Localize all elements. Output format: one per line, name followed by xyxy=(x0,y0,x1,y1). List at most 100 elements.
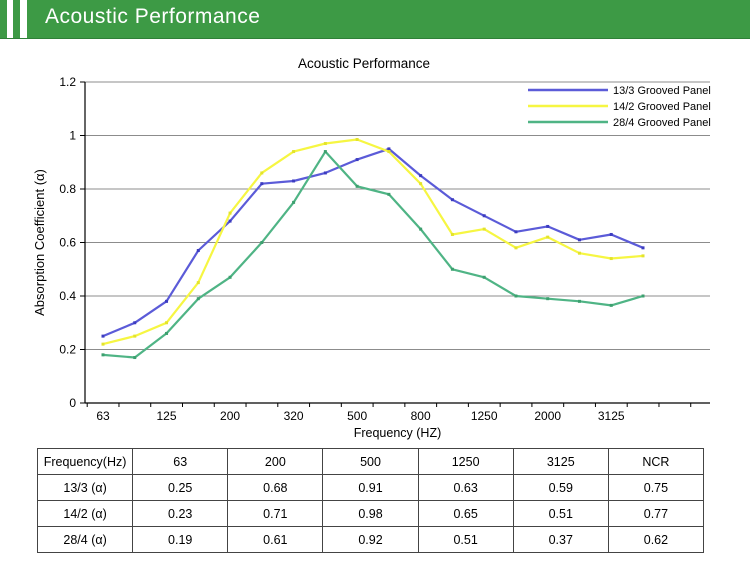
x-tick-label: 500 xyxy=(347,409,367,423)
value-cell: 0.51 xyxy=(512,500,609,527)
series-marker xyxy=(387,192,391,196)
series-marker xyxy=(482,227,486,231)
x-axis-label: Frequency (HZ) xyxy=(354,426,442,440)
series-marker xyxy=(133,356,137,360)
value-cell: 0.91 xyxy=(322,474,419,501)
series-marker xyxy=(387,147,391,151)
series-marker xyxy=(450,267,454,271)
series-marker xyxy=(133,321,137,325)
series-marker xyxy=(419,174,423,178)
table-header-cell: 200 xyxy=(227,448,324,475)
y-tick-label: 0.6 xyxy=(59,236,76,250)
series-marker xyxy=(196,249,200,253)
series-marker xyxy=(355,158,359,162)
series-marker xyxy=(641,254,645,258)
value-cell: 0.25 xyxy=(132,474,229,501)
legend-label: 14/2 Grooved Panel xyxy=(613,101,711,113)
series-marker xyxy=(323,171,327,175)
value-cell: 0.59 xyxy=(512,474,609,501)
y-tick-label: 0.4 xyxy=(59,289,76,303)
series-marker xyxy=(260,241,264,244)
performance-table-section: Frequency(Hz) 63 200 500 1250 3125 NCR 13/3 (α)… xyxy=(36,448,705,553)
series-marker xyxy=(292,179,296,183)
series-marker xyxy=(514,246,518,250)
series-marker xyxy=(228,211,232,215)
series-line-2 xyxy=(101,138,645,346)
series-marker xyxy=(387,150,391,154)
series-marker xyxy=(419,227,423,231)
series-marker xyxy=(546,224,550,228)
acoustic-chart-section: Acoustic Performance 0 0.2 0.4 0.6 0.8 1 1.2 63 1… xyxy=(0,38,750,443)
series-marker xyxy=(450,232,454,236)
value-cell: 0.51 xyxy=(417,526,514,553)
x-tick-label: 3125 xyxy=(598,409,625,423)
series-marker xyxy=(323,142,327,146)
value-cell: 0.77 xyxy=(607,500,705,527)
series-marker xyxy=(228,219,232,223)
table-header-row: Frequency(Hz) 63 200 500 1250 3125 NCR xyxy=(36,448,705,475)
series-marker xyxy=(165,299,169,303)
table-header-cell: 3125 xyxy=(512,448,609,475)
value-cell: 0.75 xyxy=(607,474,705,501)
series-marker xyxy=(577,299,581,303)
series-marker xyxy=(228,275,232,279)
series-marker xyxy=(133,334,137,338)
series-marker xyxy=(609,257,613,261)
series-marker xyxy=(260,182,264,186)
series-marker xyxy=(292,200,296,204)
series-marker xyxy=(577,238,581,242)
table-row: 13/3 (α) 0.25 0.68 0.91 0.63 0.59 0.75 xyxy=(36,474,705,501)
series-marker xyxy=(101,342,105,346)
series-marker xyxy=(641,246,645,250)
table-header-cell: 1250 xyxy=(417,448,514,475)
y-tick-label: 0 xyxy=(69,396,76,410)
header-accent-stripe xyxy=(7,0,13,38)
value-cell: 0.61 xyxy=(227,526,324,553)
table-header-cell: 500 xyxy=(322,448,419,475)
y-tick-label: 0.8 xyxy=(59,182,76,196)
series-marker xyxy=(165,331,169,335)
x-tick-label: 320 xyxy=(284,409,304,423)
header-bar: Acoustic Performance xyxy=(0,0,750,39)
performance-table: Frequency(Hz) 63 200 500 1250 3125 NCR 13/3 (α)… xyxy=(36,448,705,553)
x-tick-label: 63 xyxy=(96,409,110,423)
chart-title: Acoustic Performance xyxy=(298,56,430,71)
y-axis-label: Absorption Coefficient (α) xyxy=(32,169,47,316)
value-cell: 0.92 xyxy=(322,526,419,553)
table-header-cell: Frequency(Hz) xyxy=(36,448,134,475)
value-cell: 0.23 xyxy=(132,500,229,527)
value-cell: 0.71 xyxy=(227,500,324,527)
series-marker xyxy=(292,150,296,154)
series-marker xyxy=(323,150,327,154)
series-marker xyxy=(641,294,645,298)
series-marker xyxy=(419,182,423,186)
series-marker xyxy=(101,353,105,357)
page-title: Acoustic Performance xyxy=(45,5,261,28)
y-tick-label: 1 xyxy=(69,129,76,143)
series-line-3 xyxy=(101,150,645,359)
series-marker xyxy=(546,297,550,301)
value-cell: 0.68 xyxy=(227,474,324,501)
y-tick-label: 1.2 xyxy=(59,75,76,89)
series-marker xyxy=(514,230,518,234)
series-marker xyxy=(165,321,169,325)
series-marker xyxy=(514,294,518,298)
series-marker xyxy=(577,251,581,255)
series-marker xyxy=(260,171,264,175)
x-tick-label: 1250 xyxy=(471,409,498,423)
series-line-1 xyxy=(101,147,645,338)
series-marker xyxy=(355,184,359,188)
value-cell: 0.37 xyxy=(512,526,609,553)
y-tick-label: 0.2 xyxy=(59,343,76,357)
x-tick-label: 2000 xyxy=(534,409,561,423)
value-cell: 0.65 xyxy=(417,500,514,527)
series-marker xyxy=(546,235,550,239)
row-label-cell: 14/2 (α) xyxy=(36,500,134,527)
series-marker xyxy=(609,303,613,307)
series-marker xyxy=(609,232,613,236)
row-label-cell: 28/4 (α) xyxy=(36,526,134,553)
header-accent-stripe xyxy=(20,0,27,38)
legend-label: 13/3 Grooved Panel xyxy=(613,85,711,97)
x-tick-label: 200 xyxy=(220,409,240,423)
row-label-cell: 13/3 (α) xyxy=(36,474,134,501)
